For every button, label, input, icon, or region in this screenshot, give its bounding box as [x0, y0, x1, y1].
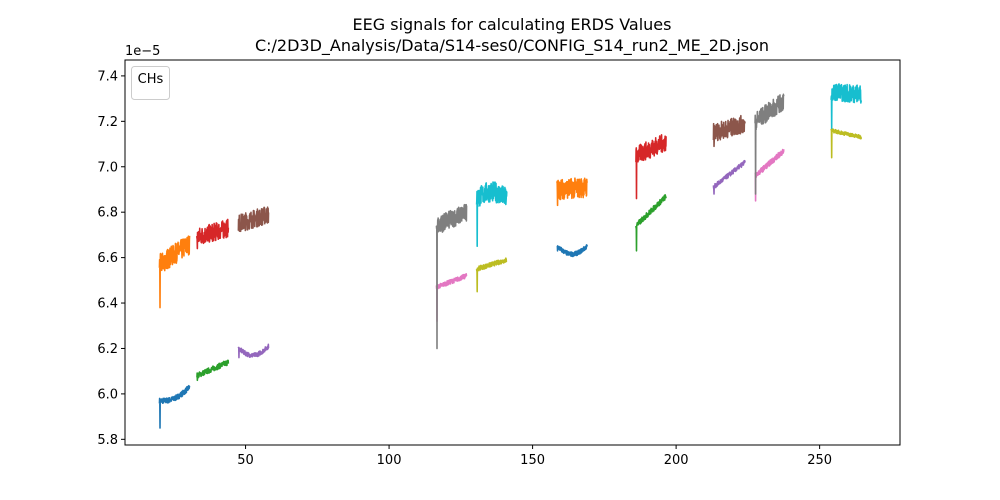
axes-frame	[124, 59, 901, 446]
x-tick-label: 50	[237, 453, 254, 468]
series-segment-17	[754, 148, 785, 202]
plot-area	[158, 83, 863, 429]
y-tick-label: 6.0	[97, 387, 118, 402]
series-segment-9	[475, 257, 508, 293]
series-segment-4	[195, 218, 230, 250]
series-segment-2	[158, 235, 191, 309]
series-segment-13	[635, 194, 667, 252]
y-tick-label: 7.0	[97, 160, 118, 175]
axis-ticks: 50 100 150 200 250 5.8 6.0 6.2 6.4 6.6 6.8 7.0 7.2 7.…	[97, 69, 832, 468]
series-segment-20	[830, 83, 863, 129]
chart-subtitle: C:/2D3D_Analysis/Data/S14-ses0/CONFIG_S1…	[255, 36, 769, 56]
legend-box	[131, 66, 170, 100]
x-tick-label: 100	[377, 453, 402, 468]
y-tick-label: 6.8	[97, 206, 118, 221]
y-tick-label: 7.2	[97, 115, 118, 130]
series-segment-15	[712, 159, 746, 195]
y-tick-label: 6.2	[97, 342, 118, 357]
series-segment-19	[830, 128, 863, 159]
y-axis-offset-label: 1e−5	[125, 44, 160, 59]
series-segment-14	[635, 134, 667, 200]
x-tick-label: 150	[520, 453, 545, 468]
x-tick-label: 250	[807, 453, 832, 468]
series-segment-8	[435, 203, 468, 350]
series-segment-5	[237, 343, 270, 359]
series-segment-12	[556, 177, 588, 207]
series-segment-3	[196, 359, 230, 382]
legend-title: CHs	[138, 72, 164, 87]
series-segment-10	[475, 181, 508, 248]
series-segment-16	[712, 114, 746, 148]
y-tick-label: 5.8	[97, 433, 118, 448]
chart-title: EEG signals for calculating ERDS Values	[353, 15, 672, 34]
legend: CHs	[131, 66, 170, 100]
y-tick-label: 6.4	[97, 297, 118, 312]
series-segment-18	[754, 93, 785, 195]
series-segment-7	[435, 272, 468, 323]
y-tick-label: 6.6	[97, 251, 118, 266]
series-segment-11	[556, 244, 588, 258]
x-tick-label: 200	[664, 453, 689, 468]
series-segment-6	[237, 206, 270, 233]
y-tick-label: 7.4	[97, 69, 118, 84]
series-segment-1	[158, 384, 191, 429]
